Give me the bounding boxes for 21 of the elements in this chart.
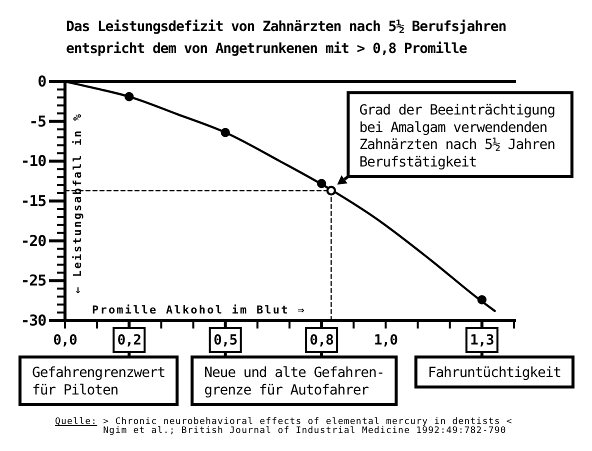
text: Neue und alte Gefahren- grenze für Autofahrer — [204, 365, 384, 398]
y-tick-label: -25 — [20, 272, 47, 290]
y-tick-label: -30 — [20, 312, 47, 330]
x-tick-label: 0,8 — [310, 332, 334, 348]
x-axis-title: Promille Alkohol im Blut ⇒ — [92, 304, 306, 316]
y-axis-title: ⇐ Leistungsabfall in % — [70, 112, 84, 294]
x-tick-label: 0,0 — [53, 332, 77, 348]
text: Fahruntüchtigkeit — [428, 365, 562, 381]
annotation: Grad der Beeinträchtigung bei Amalgam verwendenden Zahnärzten nach 5½ Jahren Berufstätigkeit — [359, 102, 556, 171]
y-tick-label: -10 — [20, 152, 47, 170]
x-tick-label: 0,2 — [117, 332, 142, 348]
x-tick-label: 1,0 — [374, 332, 398, 348]
y-tick-label: -20 — [20, 232, 47, 250]
source-note: Quelle: > Chronic neurobehavioral effects of elemental mercury in dentists < Ngim et al.; British Journal of Industrial Medicine 1992:49:782-790 — [55, 417, 512, 436]
chart-title: Das Leistungsdefizit von Zahnärzten nach 5½ Berufsjahren entspricht dem von Angetrunkenen mit > 0,8 Promille — [66, 19, 506, 57]
x-tick-label: 1,3 — [470, 332, 494, 348]
x-tick-label: 0,5 — [213, 332, 238, 348]
y-tick-label: -5 — [29, 112, 47, 130]
text: Gefahrengrenzwert für Piloten — [32, 365, 166, 398]
y-tick-label: 0 — [38, 72, 47, 90]
y-tick-label: -15 — [20, 192, 47, 210]
